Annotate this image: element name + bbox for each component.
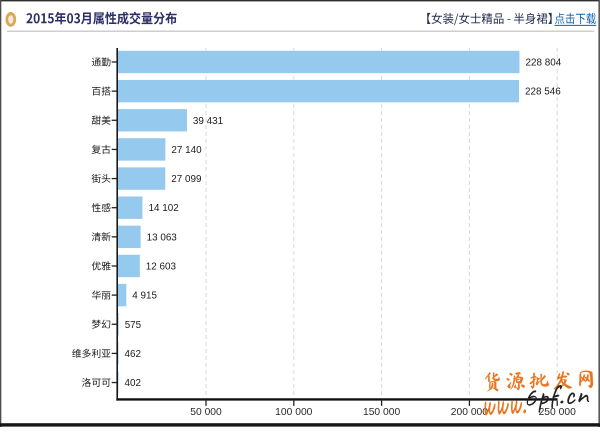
svg-text:13 063: 13 063 [147,232,178,243]
svg-text:27 140: 27 140 [171,145,202,156]
svg-text:39 431: 39 431 [193,116,224,127]
svg-text:575: 575 [125,320,142,331]
svg-text:4 915: 4 915 [132,291,157,302]
svg-text:12 603: 12 603 [146,261,177,272]
svg-text:402: 402 [125,378,141,389]
svg-text:200 000: 200 000 [451,407,488,418]
svg-text:150 000: 150 000 [363,407,400,418]
svg-text:27 099: 27 099 [171,174,202,185]
svg-text:14 102: 14 102 [149,203,179,214]
svg-text:228 804: 228 804 [526,58,562,69]
svg-text:462: 462 [125,349,141,360]
svg-text:250 000: 250 000 [539,407,576,418]
svg-text:228 546: 228 546 [525,87,561,98]
svg-text:50 000: 50 000 [190,407,222,418]
svg-text:100 000: 100 000 [275,407,312,418]
